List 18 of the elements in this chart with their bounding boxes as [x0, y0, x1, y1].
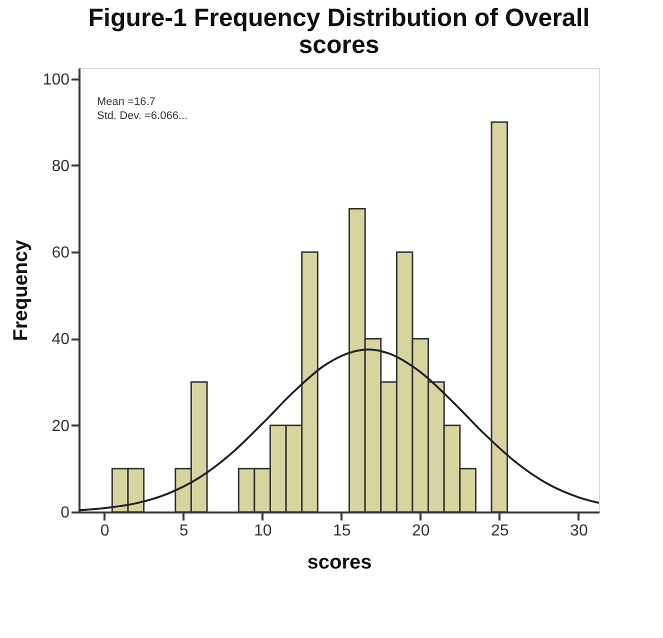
y-tick-label: 60: [52, 244, 70, 262]
annotation: Mean =16.7: [97, 96, 156, 108]
x-tick-label: 0: [100, 522, 110, 540]
x-tick-label: 20: [412, 522, 430, 540]
x-axis-title: scores: [307, 552, 372, 574]
x-tick-label: 30: [570, 522, 588, 540]
x-tick-label: 10: [254, 522, 272, 540]
y-tick-label: 0: [60, 504, 70, 522]
y-tick-label: 80: [52, 158, 70, 175]
y-tick-label: 40: [52, 331, 70, 348]
x-tick-label: 15: [332, 522, 351, 540]
y-tick-label: 20: [52, 418, 70, 435]
y-tick-label: 100: [42, 71, 70, 88]
x-tick-label: 25: [491, 522, 509, 540]
y-axis-title: Frequency: [10, 239, 32, 342]
x-tick-label: 5: [179, 522, 188, 540]
annotation: Std. Dev. =6.066...: [97, 110, 188, 122]
chart-title: Figure-1 Frequency Distribution of Overall scores: [88, 4, 590, 59]
